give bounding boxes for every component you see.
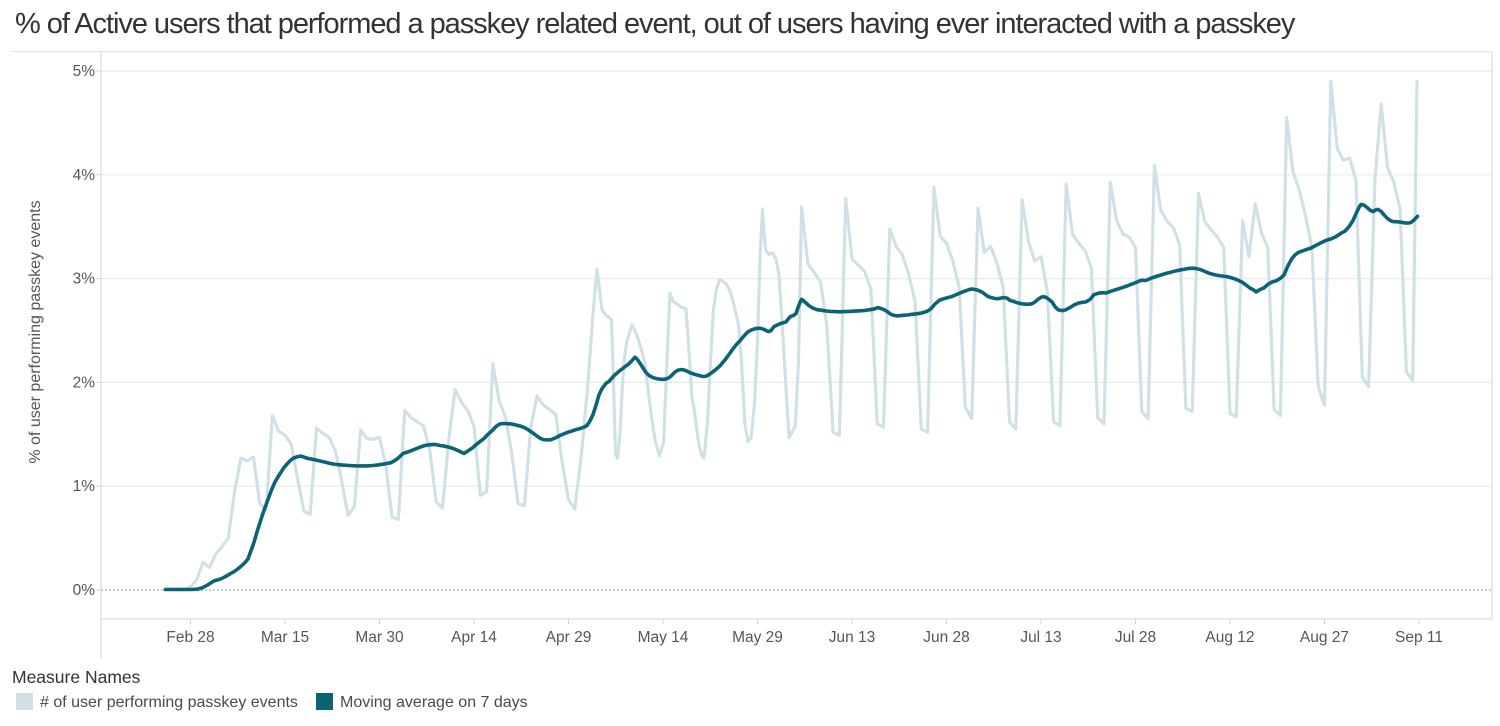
svg-text:Sep 11: Sep 11 <box>1395 629 1443 646</box>
svg-text:% of Active users that perform: % of Active users that performed a passk… <box>15 8 1296 40</box>
svg-text:0%: 0% <box>73 582 96 599</box>
svg-text:2%: 2% <box>73 374 96 391</box>
svg-text:Jul 13: Jul 13 <box>1020 629 1061 646</box>
svg-text:1%: 1% <box>73 478 96 495</box>
svg-text:4%: 4% <box>73 167 96 184</box>
svg-text:% of user performing passkey e: % of user performing passkey events <box>27 200 44 463</box>
svg-text:Apr 14: Apr 14 <box>451 629 497 646</box>
svg-text:May 29: May 29 <box>732 629 783 646</box>
svg-text:3%: 3% <box>73 271 96 288</box>
svg-text:Mar 30: Mar 30 <box>355 629 404 646</box>
svg-text:# of user performing passkey e: # of user performing passkey events <box>40 694 298 711</box>
svg-text:Feb 28: Feb 28 <box>166 629 214 646</box>
svg-text:May 14: May 14 <box>638 629 689 646</box>
svg-text:Moving average on 7 days: Moving average on 7 days <box>340 694 528 711</box>
svg-text:Jun 28: Jun 28 <box>923 629 970 646</box>
svg-text:Apr 29: Apr 29 <box>546 629 592 646</box>
svg-text:Aug 12: Aug 12 <box>1205 629 1254 646</box>
svg-text:5%: 5% <box>73 63 96 80</box>
svg-text:Measure Names: Measure Names <box>12 667 141 687</box>
svg-text:Jul 28: Jul 28 <box>1115 629 1156 646</box>
svg-text:Aug 27: Aug 27 <box>1300 629 1349 646</box>
svg-text:Jun 13: Jun 13 <box>829 629 876 646</box>
svg-text:Mar 15: Mar 15 <box>261 629 309 646</box>
